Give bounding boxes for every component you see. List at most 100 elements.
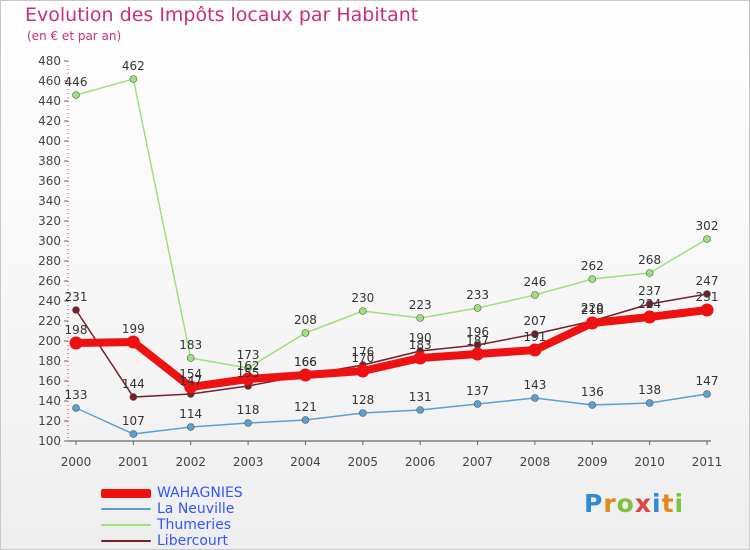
data-label-wahagnies: 224 <box>638 297 661 311</box>
x-tick-label: 2011 <box>692 455 723 469</box>
data-point-la-neuville <box>72 404 80 412</box>
data-label-la-neuville: 136 <box>581 385 604 399</box>
data-label-la-neuville: 114 <box>179 407 202 421</box>
y-tick-label: 440 <box>38 94 61 108</box>
data-point-libercourt <box>129 393 138 401</box>
legend-item-wahagnies: WAHAGNIES <box>101 485 243 501</box>
chart-subtitle: (en € et par an) <box>27 29 122 43</box>
y-tick-label: 380 <box>38 154 61 168</box>
data-label-la-neuville: 138 <box>638 383 661 397</box>
data-point-thumeries <box>416 314 424 322</box>
y-tick-label: 320 <box>38 214 61 228</box>
data-point-la-neuville <box>531 394 539 402</box>
y-tick-label: 300 <box>38 234 61 248</box>
data-point-wahagnies <box>69 336 83 350</box>
logo-letter: t <box>661 489 675 518</box>
data-label-thumeries: 183 <box>179 338 202 352</box>
data-point-thumeries <box>588 275 597 283</box>
data-label-wahagnies: 187 <box>466 334 489 348</box>
y-tick-label: 340 <box>38 194 61 208</box>
y-tick-label: 180 <box>38 354 61 368</box>
x-tick-label: 2007 <box>462 455 493 469</box>
data-point-la-neuville <box>645 399 654 407</box>
data-point-wahagnies <box>241 372 255 386</box>
data-point-libercourt <box>531 330 539 338</box>
data-point-thumeries <box>359 307 367 315</box>
series-line-libercourt <box>75 293 708 398</box>
data-point-wahagnies <box>700 303 714 317</box>
data-label-la-neuville: 107 <box>122 414 145 428</box>
data-label-thumeries: 173 <box>237 348 260 362</box>
data-label-wahagnies: 170 <box>351 351 374 365</box>
data-point-thumeries <box>473 304 482 312</box>
data-label-libercourt: 247 <box>696 274 719 288</box>
data-point-thumeries <box>129 75 138 83</box>
data-label-thumeries: 208 <box>294 313 317 327</box>
data-point-la-neuville <box>473 400 482 408</box>
data-label-wahagnies: 183 <box>409 338 432 352</box>
logo-letter: i <box>674 489 685 518</box>
y-tick-label: 360 <box>38 174 61 188</box>
data-point-thumeries <box>301 329 310 337</box>
data-label-thumeries: 233 <box>466 288 489 302</box>
chart-title: Evolution des Impôts locaux par Habitant <box>25 4 419 26</box>
x-tick-label: 2010 <box>634 455 665 469</box>
data-point-la-neuville <box>244 419 252 427</box>
legend-swatch <box>101 508 151 510</box>
data-label-libercourt: 237 <box>638 284 661 298</box>
data-label-wahagnies: 199 <box>122 322 145 336</box>
legend-label: Libercourt <box>157 533 229 549</box>
legend-swatch <box>101 488 151 498</box>
legend-label: WAHAGNIES <box>157 485 243 501</box>
data-point-libercourt <box>703 290 711 298</box>
series-line-thumeries <box>75 78 708 369</box>
y-tick-label: 240 <box>38 294 61 308</box>
data-label-wahagnies: 218 <box>581 303 604 317</box>
legend-label: Thumeries <box>157 517 232 533</box>
data-point-wahagnies <box>126 335 140 349</box>
data-label-libercourt: 155 <box>237 366 260 380</box>
y-tick-label: 200 <box>38 334 61 348</box>
data-point-wahagnies <box>643 310 657 324</box>
x-tick-label: 2008 <box>520 455 551 469</box>
logo-letter: r <box>603 489 617 518</box>
x-tick-label: 2005 <box>348 455 379 469</box>
data-label-la-neuville: 131 <box>409 390 432 404</box>
data-point-thumeries <box>186 354 195 362</box>
data-label-la-neuville: 147 <box>696 374 719 388</box>
chart-legend: WAHAGNIES La Neuville Thumeries Libercourt <box>101 485 243 549</box>
y-tick-label: 120 <box>38 414 61 428</box>
data-point-la-neuville <box>301 416 310 424</box>
data-label-wahagnies: 191 <box>523 330 546 344</box>
legend-swatch <box>101 540 151 542</box>
data-label-libercourt: 166 <box>294 355 317 369</box>
data-point-la-neuville <box>416 406 424 414</box>
x-tick-label: 2006 <box>405 455 436 469</box>
data-point-libercourt <box>645 300 654 308</box>
data-label-wahagnies: 162 <box>237 359 260 373</box>
legend-label: La Neuville <box>157 501 235 517</box>
data-label-libercourt: 190 <box>409 331 432 345</box>
x-tick-label: 2004 <box>290 455 321 469</box>
data-point-wahagnies <box>413 351 427 365</box>
y-tick-label: 140 <box>38 394 61 408</box>
series-line-la-neuville <box>75 393 708 435</box>
y-tick-label: 100 <box>38 434 61 448</box>
data-label-thumeries: 268 <box>638 253 661 267</box>
proxiti-logo: Proxiti <box>584 489 684 518</box>
data-label-libercourt: 196 <box>466 325 489 339</box>
data-label-thumeries: 262 <box>581 259 604 273</box>
y-tick-label: 460 <box>38 74 61 88</box>
data-label-thumeries: 223 <box>409 298 432 312</box>
data-label-thumeries: 302 <box>696 219 719 233</box>
data-point-thumeries <box>531 291 539 299</box>
data-point-wahagnies <box>184 380 198 394</box>
y-tick-label: 400 <box>38 134 61 148</box>
x-tick-label: 2009 <box>577 455 608 469</box>
y-tick-label: 480 <box>38 54 61 68</box>
data-label-libercourt: 231 <box>65 290 88 304</box>
logo-letter: o <box>616 489 635 518</box>
data-point-la-neuville <box>588 401 597 409</box>
data-label-la-neuville: 121 <box>294 400 317 414</box>
